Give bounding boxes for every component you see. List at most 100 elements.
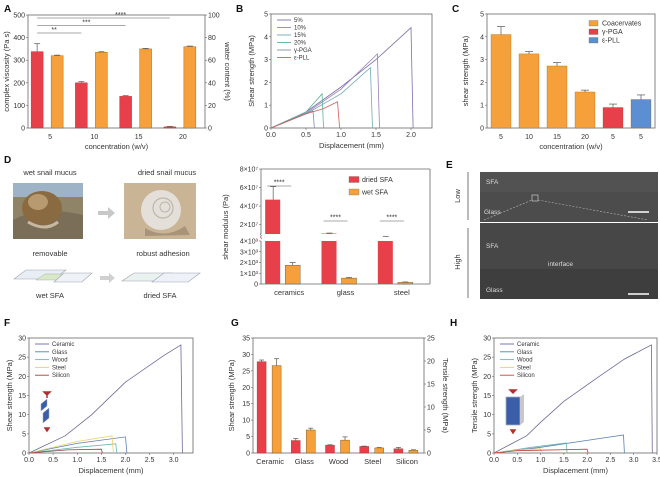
d-x-tick-label: glass — [337, 288, 355, 297]
c-x-tick-label: 5 — [499, 134, 503, 141]
b-legend-label: 10% — [294, 26, 307, 32]
d-y-tick-label: 4×10⁷ — [240, 204, 259, 211]
f-series-line — [28, 344, 183, 454]
c-y-tick-label: 4 — [480, 34, 484, 41]
b-legend-label: γ-PGA — [294, 48, 312, 54]
h-y-tick-label: 10 — [483, 412, 491, 419]
c-y-tick-label: 2 — [480, 80, 484, 87]
b-series-line — [270, 101, 340, 129]
a-y-tick-label: 300 — [13, 58, 25, 65]
f-y-tick-label: 20 — [18, 374, 26, 381]
panel-label-g: G — [231, 318, 239, 329]
panel-label-c: C — [452, 4, 459, 15]
g-x-tick-label: Wood — [329, 457, 348, 466]
f-legend-label: Steel — [52, 365, 66, 371]
a-bar-viscosity — [30, 51, 44, 129]
h-x-axis-label: Displacement (mm) — [543, 466, 609, 475]
f-y-tick-label: 0 — [22, 451, 26, 458]
f-y-tick-label: 30 — [18, 336, 26, 343]
h-y-tick-label: 30 — [483, 336, 491, 343]
g-x-tick-label: Silicon — [396, 457, 418, 466]
g-x-tick-label: Glass — [295, 457, 314, 466]
d-axis-break: ⌇ — [259, 233, 262, 241]
panel-label-a: A — [4, 4, 11, 15]
h-y-tick-label: 20 — [483, 374, 491, 381]
b-series-line — [270, 26, 414, 129]
a-bar-water — [139, 48, 152, 129]
a-y-tick-label: 100 — [13, 103, 25, 110]
g-y-tick-label: 30 — [242, 352, 250, 359]
g-y-tick-label: 15 — [242, 401, 250, 408]
h-legend-label: Ceramic — [517, 342, 539, 348]
panel-label-b: B — [236, 4, 243, 15]
plot-frame — [27, 14, 206, 129]
h-sample-icon — [505, 396, 521, 426]
f-series-line — [28, 448, 103, 454]
b-y-tick-label: 2 — [264, 80, 268, 87]
c-legend-label: γ-PGA — [602, 29, 623, 36]
c-y-tick-label: 3 — [480, 57, 484, 64]
a-y-tick-label: 0 — [21, 126, 25, 133]
g-bar-tensile — [306, 429, 316, 454]
a-y2-tick-label: 60 — [208, 58, 216, 65]
a-y2-tick-label: 0 — [208, 126, 212, 133]
h-y-tick-label: 5 — [487, 431, 491, 438]
h-y-axis-label: Tensile strength (MPa) — [470, 357, 479, 433]
h-y-tick-label: 25 — [483, 355, 491, 362]
robust-adhesion-label: robust adhesion — [136, 249, 189, 258]
b-series-line — [270, 110, 315, 129]
wet-sfa-slides — [13, 269, 93, 283]
chart-b: 0 1 2 3 4 5 0.0 0.5 1.0 1.5 2.0 5% 10%15% 20%γ-PGA ε-P… — [247, 12, 433, 150]
d-bar-wet — [341, 277, 357, 285]
c-x-tick-label: 10 — [525, 134, 533, 141]
d-legend-label: dried SFA — [362, 177, 393, 184]
c-x-tick-label: 20 — [581, 134, 589, 141]
interface-label: interface — [548, 261, 573, 268]
a-y-axis-label: complex viscosity (Pa s) — [2, 31, 11, 112]
a-x-tick-label: 15 — [135, 134, 143, 141]
a-y2-tick-label: 20 — [208, 103, 216, 110]
g-y-tick-label: 10 — [242, 418, 250, 425]
g-y2-tick-label: 20 — [427, 359, 435, 366]
h-x-tick-label: 1.0 — [536, 457, 546, 464]
c-x-tick-label: 5 — [639, 134, 643, 141]
panel-label-d: D — [4, 155, 11, 166]
g-bar-tensile — [271, 365, 282, 454]
b-y-tick-label: 1 — [264, 103, 268, 110]
c-x-tick-label: 5 — [611, 134, 615, 141]
dried-snail-photo — [124, 183, 196, 239]
dried-sfa-slides — [121, 272, 201, 283]
wet-sfa-label: wet SFA — [35, 291, 64, 300]
f-series-line — [28, 443, 118, 454]
d-y-tick-label: 8×10⁷ — [240, 167, 259, 174]
sfa-label-low: SFA — [486, 179, 499, 186]
g-y2-tick-label: 0 — [427, 451, 431, 458]
d-legend-label: wet SFA — [361, 190, 388, 197]
d-bar-dried-lower — [265, 241, 281, 284]
a-x-tick-label: 5 — [48, 134, 52, 141]
f-y-tick-label: 5 — [22, 431, 26, 438]
h-y-tick-label: 0 — [487, 451, 491, 458]
panel-d-illustration: wet snail mucus dried snail mucus remova… — [13, 168, 201, 300]
f-x-tick-label: 2.5 — [145, 457, 155, 464]
a-y2-tick-label: 40 — [208, 80, 216, 87]
b-x-tick-label: 2.0 — [406, 132, 416, 139]
g-y-axis-label: Shear strength (MPa) — [227, 359, 236, 431]
b-series-line — [270, 66, 373, 129]
c-legend-swatch — [588, 28, 599, 35]
d-y-tick-label: 2×10³ — [240, 260, 259, 267]
a-bar-viscosity — [163, 126, 177, 129]
a-bar-viscosity — [119, 96, 132, 129]
b-x-tick-label: 1.5 — [371, 132, 381, 139]
h-x-tick-label: 3.0 — [629, 457, 639, 464]
panel-label-h: H — [450, 318, 457, 329]
b-y-tick-label: 4 — [264, 34, 268, 41]
b-x-tick-label: 0.5 — [301, 132, 311, 139]
f-x-tick-label: 3.0 — [169, 457, 179, 464]
d-x-tick-label: ceramics — [274, 288, 304, 297]
g-y-tick-label: 0 — [246, 451, 250, 458]
a-x-tick-label: 10 — [90, 134, 98, 141]
h-x-tick-label: 3.5 — [652, 457, 660, 464]
c-legend-label: ε-PLL — [602, 38, 620, 45]
b-legend-label: 5% — [294, 18, 303, 24]
